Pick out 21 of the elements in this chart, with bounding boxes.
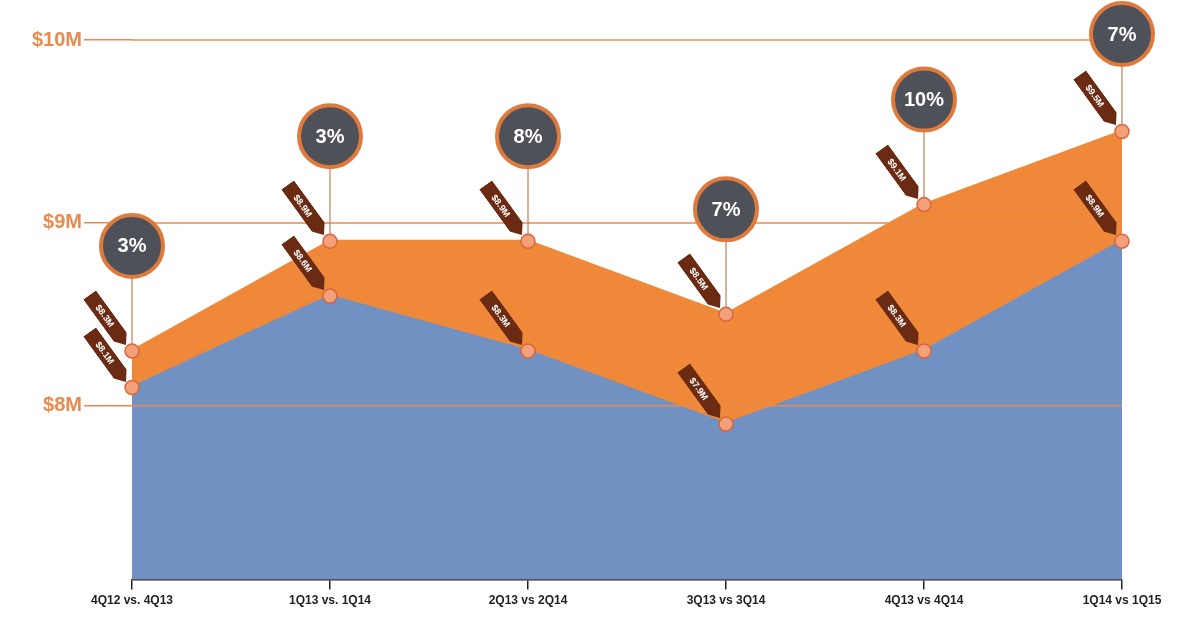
y-tick-label: $8M bbox=[43, 393, 82, 416]
point bbox=[1114, 123, 1130, 140]
point bbox=[718, 306, 734, 323]
x-tick-label: 4Q13 vs 4Q14 bbox=[884, 593, 964, 608]
y-tick-label: $9M bbox=[43, 210, 82, 233]
annotation: 7% bbox=[1107, 22, 1137, 45]
point bbox=[124, 343, 140, 359]
annotation: 8% bbox=[513, 124, 543, 147]
point bbox=[916, 196, 932, 213]
annotation: 7% bbox=[711, 197, 741, 220]
x-tick-label: 1Q14 vs 1Q15 bbox=[1082, 593, 1162, 608]
x-tick-label: 1Q13 vs. 1Q14 bbox=[288, 593, 372, 608]
point bbox=[322, 233, 338, 249]
annotation: 10% bbox=[903, 88, 945, 111]
y-tick-label: $10M bbox=[31, 27, 82, 50]
x-tick-label: 3Q13 vs 3Q14 bbox=[686, 593, 766, 608]
annotation: 3% bbox=[315, 124, 345, 147]
x-tick-label: 2Q13 vs 2Q14 bbox=[488, 593, 568, 608]
x-tick-label: 4Q12 vs. 4Q13 bbox=[90, 593, 174, 608]
annotation: 3% bbox=[117, 234, 147, 257]
point bbox=[520, 233, 536, 249]
